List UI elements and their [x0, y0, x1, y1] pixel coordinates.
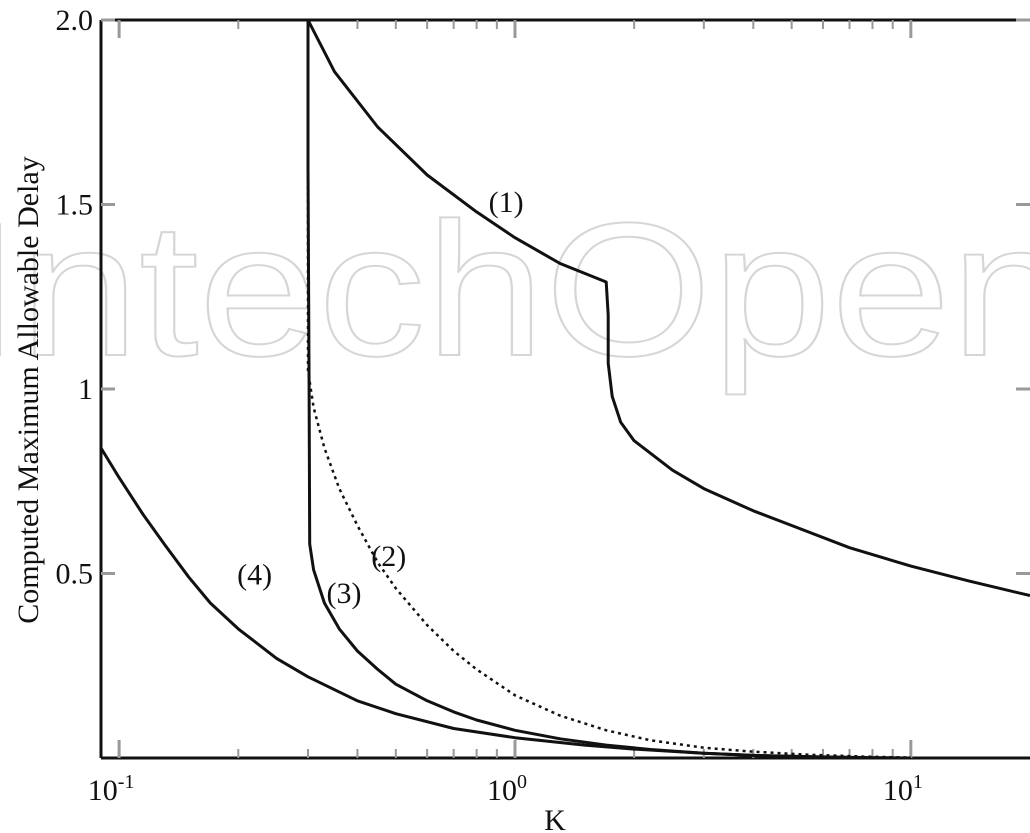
- watermark: IntechOpen: [0, 184, 1030, 396]
- x-axis-label: K: [544, 804, 566, 833]
- y-tick-label: 2.0: [56, 4, 94, 37]
- series-line-4: [99, 447, 911, 760]
- curve-labels: (1) (2) (3) (4): [237, 186, 523, 610]
- y-axis-label: Computed Maximum Allowable Delay: [12, 156, 45, 623]
- y-tick-label: 1: [78, 373, 93, 406]
- ticks: 10-1 100 101 0.5 1 1.5 2.0: [56, 4, 1030, 807]
- series-label-1: (1): [489, 186, 524, 219]
- y-tick-label: 1.5: [56, 189, 94, 222]
- series-line-1: [306, 19, 1030, 598]
- x-tick-label: 10-1: [88, 771, 135, 807]
- y-tick-label: 0.5: [56, 558, 94, 591]
- series-label-3: (3): [327, 577, 362, 610]
- x-tick-label: 100: [487, 771, 527, 807]
- series-label-2: (2): [371, 540, 406, 573]
- series-line-2: [306, 186, 911, 759]
- series-label-4: (4): [237, 559, 272, 592]
- x-tick-label: 101: [883, 771, 923, 807]
- series-layer: [99, 19, 1030, 760]
